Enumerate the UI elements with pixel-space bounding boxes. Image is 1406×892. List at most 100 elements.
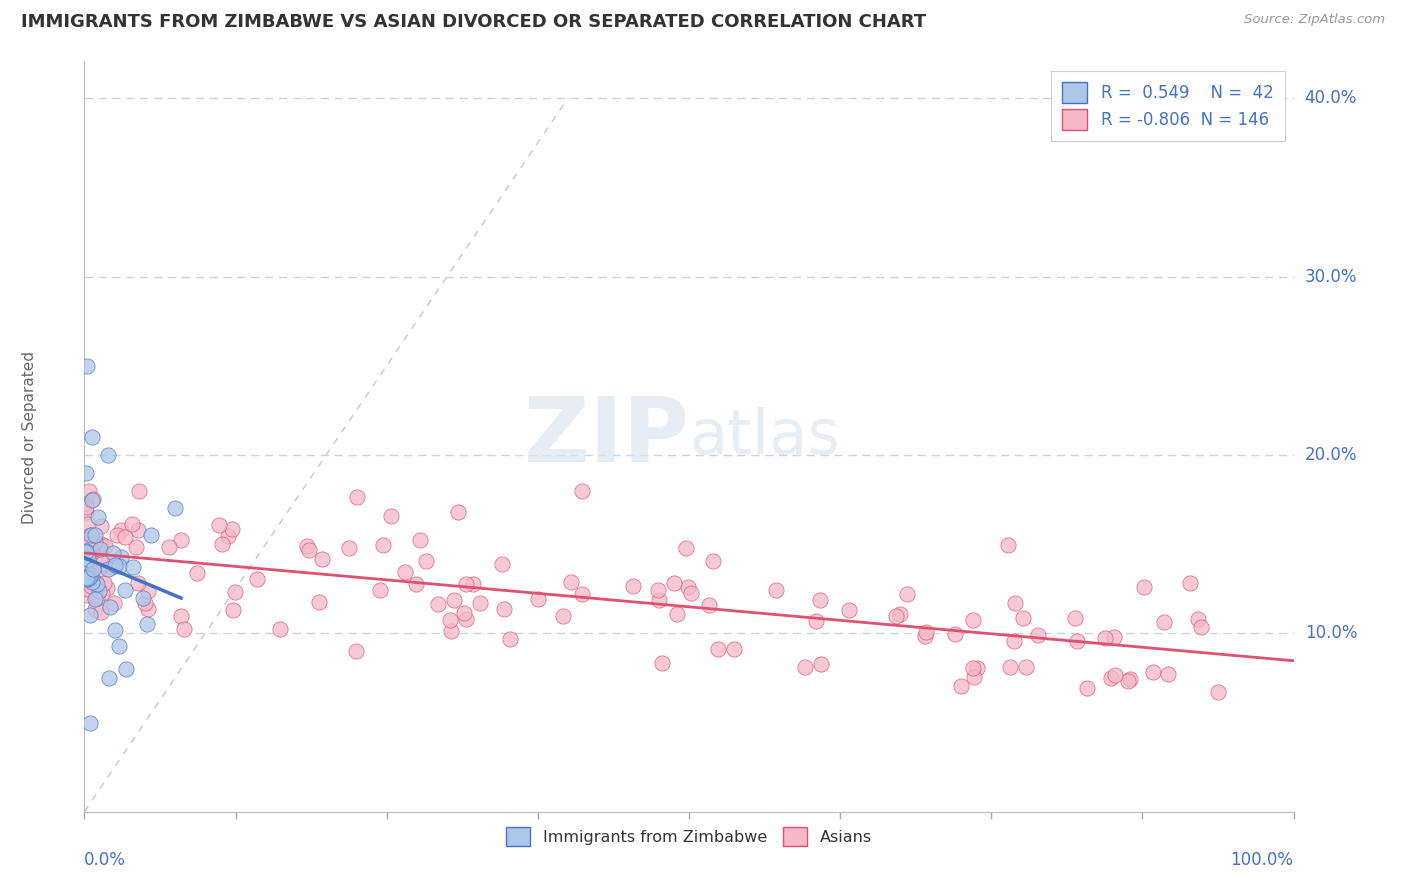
Point [221,603,243,617]
Point [675,541,697,555]
Point [136,616,159,631]
Text: atlas: atlas [689,407,839,467]
Point [104,558,127,573]
Point [997,538,1019,552]
Point [1119,672,1142,686]
Point [77,571,100,585]
Point [75,544,97,558]
Point [80,527,103,541]
Point [96,581,118,595]
Point [461,577,484,591]
Point [664,575,686,590]
Point [963,670,986,684]
Point [943,626,966,640]
Point [127,576,149,591]
Point [648,593,671,607]
Point [1076,681,1098,695]
Point [124,541,146,555]
Point [394,565,416,579]
Point [1157,667,1180,681]
Point [914,629,936,643]
Point [810,657,832,672]
Point [665,607,688,621]
Point [914,624,936,639]
Point [103,596,125,610]
Point [93,576,115,591]
Point [571,483,593,498]
Point [793,659,815,673]
Point [76,359,98,373]
Legend: Immigrants from Zimbabwe, Asians: Immigrants from Zimbabwe, Asians [499,820,879,853]
Point [110,523,132,537]
Point [84,528,107,542]
Point [104,623,127,637]
Point [723,641,745,656]
Point [97,562,120,576]
Point [470,596,492,610]
Point [454,577,477,591]
Point [676,581,699,595]
Point [962,613,984,627]
Point [499,632,522,646]
Point [80,492,103,507]
Point [114,530,136,544]
Point [405,577,427,591]
Text: ZIP: ZIP [524,393,689,481]
Point [84,575,107,590]
Point [76,572,98,586]
Point [87,510,110,524]
Text: 20.0%: 20.0% [1305,446,1357,464]
Point [82,491,104,506]
Point [806,614,828,628]
Point [409,533,432,547]
Point [647,582,669,597]
Point [79,715,101,730]
Text: 30.0%: 30.0% [1305,268,1357,285]
Point [75,505,97,519]
Point [86,577,108,591]
Point [76,529,98,543]
Point [134,596,156,610]
Point [114,583,136,598]
Point [87,583,110,598]
Point [269,623,291,637]
Point [98,600,121,615]
Point [97,448,120,462]
Point [896,587,918,601]
Point [1104,668,1126,682]
Point [90,585,112,599]
Point [295,539,318,553]
Point [311,551,333,566]
Point [492,602,515,616]
Point [107,640,129,654]
Point [439,613,461,627]
Point [87,566,110,580]
Point [76,540,98,554]
Point [77,566,100,581]
Point [132,591,155,606]
Point [1099,671,1122,685]
Point [679,586,702,600]
Point [82,545,104,559]
Text: Divorced or Separated: Divorced or Separated [22,351,38,524]
Point [346,490,368,504]
Point [427,597,450,611]
Point [90,605,112,619]
Point [86,591,108,606]
Point [121,516,143,531]
Point [368,582,391,597]
Point [1004,596,1026,610]
Point [75,570,97,584]
Point [82,562,104,576]
Point [1102,630,1125,644]
Point [889,607,911,622]
Point [1206,685,1229,699]
Point [139,528,162,542]
Point [224,584,246,599]
Point [1012,610,1035,624]
Point [699,599,721,613]
Point [75,545,97,559]
Point [527,592,550,607]
Point [1180,576,1202,591]
Point [1063,610,1085,624]
